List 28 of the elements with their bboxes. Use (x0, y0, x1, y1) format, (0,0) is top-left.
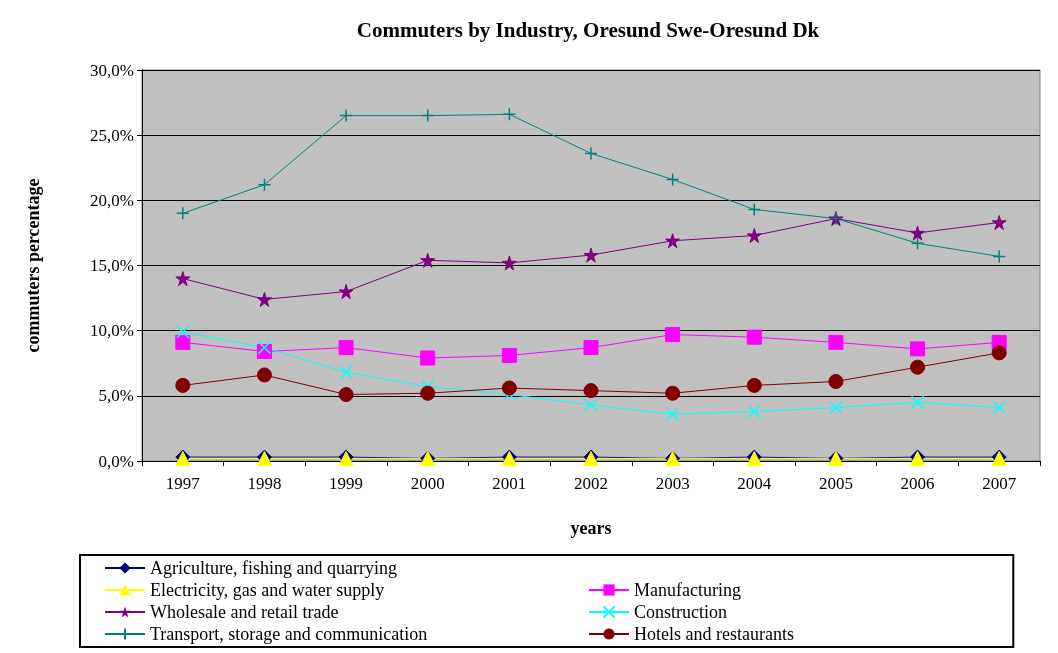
legend-label: Transport, storage and communication (150, 624, 428, 644)
y-tick-label: 15,0% (90, 256, 134, 275)
y-tick-label: 10,0% (90, 321, 134, 341)
chart-title: Commuters by Industry, Oresund Swe-Oresund Dk (356, 17, 820, 42)
x-tick-label: 2003 (655, 474, 690, 493)
legend-label: Hotels and restaurants (634, 624, 794, 644)
x-tick-label: 1999 (329, 474, 364, 493)
legend-label: Electricity, gas and water supply (150, 580, 385, 600)
x-tick-label: 1998 (247, 474, 282, 493)
y-tick-label: 20,0% (90, 190, 134, 210)
x-tick-label: 2000 (410, 474, 445, 493)
legend-label: Wholesale and retail trade (150, 602, 339, 622)
y-tick-label: 5,0% (98, 386, 134, 406)
legend-label: Manufacturing (634, 580, 741, 600)
x-tick-label: 2007 (982, 474, 1017, 493)
y-tick-label: 25,0% (90, 125, 134, 145)
y-axis-title: commuters percentage (23, 178, 43, 353)
x-tick-label: 2004 (737, 474, 772, 493)
y-tick-label: 30,0% (90, 60, 134, 80)
legend-label: Agriculture, fishing and quarrying (150, 558, 397, 578)
x-tick-label: 1997 (165, 474, 201, 493)
x-tick-label: 2002 (574, 474, 608, 493)
x-tick-label: 2005 (818, 474, 853, 493)
legend-label: Construction (634, 602, 727, 622)
x-tick-label: 2006 (900, 474, 935, 493)
x-tick-label: 2001 (492, 474, 527, 493)
y-tick-label: 0,0% (98, 451, 134, 471)
x-axis-title: years (570, 518, 612, 538)
